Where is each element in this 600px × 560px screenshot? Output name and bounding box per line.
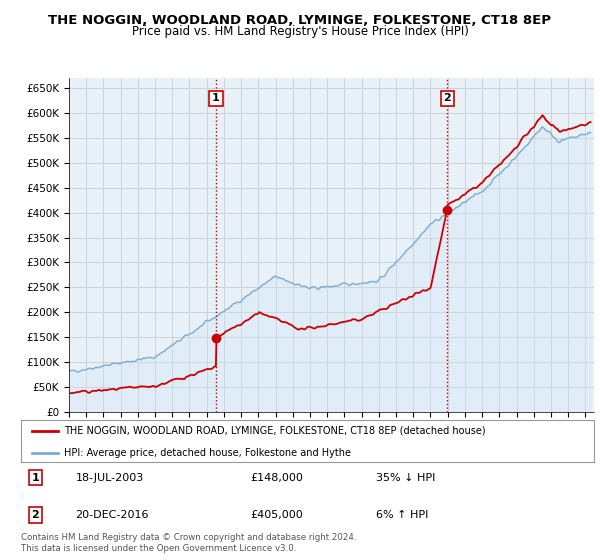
Text: 20-DEC-2016: 20-DEC-2016	[76, 510, 149, 520]
Text: THE NOGGIN, WOODLAND ROAD, LYMINGE, FOLKESTONE, CT18 8EP (detached house): THE NOGGIN, WOODLAND ROAD, LYMINGE, FOLK…	[64, 426, 485, 436]
Text: HPI: Average price, detached house, Folkestone and Hythe: HPI: Average price, detached house, Folk…	[64, 448, 351, 458]
Text: 1: 1	[212, 94, 220, 104]
Text: THE NOGGIN, WOODLAND ROAD, LYMINGE, FOLKESTONE, CT18 8EP: THE NOGGIN, WOODLAND ROAD, LYMINGE, FOLK…	[49, 14, 551, 27]
Text: £405,000: £405,000	[250, 510, 303, 520]
Text: 35% ↓ HPI: 35% ↓ HPI	[376, 473, 436, 483]
Text: 1: 1	[31, 473, 39, 483]
Text: 2: 2	[31, 510, 39, 520]
Text: £148,000: £148,000	[250, 473, 303, 483]
Text: Price paid vs. HM Land Registry's House Price Index (HPI): Price paid vs. HM Land Registry's House …	[131, 25, 469, 38]
Text: Contains HM Land Registry data © Crown copyright and database right 2024.
This d: Contains HM Land Registry data © Crown c…	[21, 533, 356, 553]
Text: 18-JUL-2003: 18-JUL-2003	[76, 473, 143, 483]
Text: 6% ↑ HPI: 6% ↑ HPI	[376, 510, 428, 520]
Text: 2: 2	[443, 94, 451, 104]
